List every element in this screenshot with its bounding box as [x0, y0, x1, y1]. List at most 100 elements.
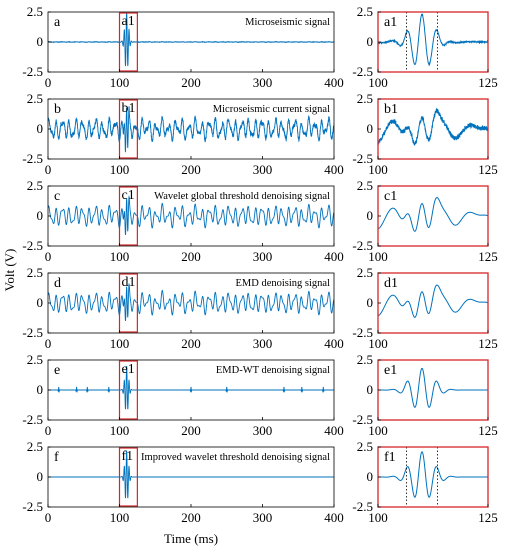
y-tick-label-a-0: -2.5	[22, 64, 43, 79]
y-tick-label-b1-1: 0	[367, 121, 374, 136]
y-tick-label-b-1: 0	[37, 121, 44, 136]
series-line-c	[48, 195, 334, 235]
x-tick-label-e-2: 200	[181, 423, 201, 438]
panel-label-b: b	[54, 102, 61, 117]
x-tick-label-a-3: 300	[253, 75, 273, 90]
highlight-box-f	[118, 447, 138, 507]
y-tick-label-c-0: -2.5	[22, 238, 43, 253]
y-tick-label-d1-1: 0	[367, 295, 374, 310]
panel-label-d: d	[54, 276, 61, 291]
highlight-box-b	[118, 99, 138, 159]
y-tick-label-c-1: 0	[37, 208, 44, 223]
panel-f1: -2.5 0 2.5 100 125 f1	[352, 439, 497, 525]
x-tick-label-b1-0: 100	[368, 162, 388, 177]
panel-c1: -2.5 0 2.5 100 125 c1	[352, 178, 497, 264]
y-tick-label-c1-2: 2.5	[357, 178, 373, 193]
x-tick-label-c1-0: 100	[368, 249, 388, 264]
x-tick-label-f-4: 400	[324, 510, 344, 525]
y-tick-label-a1-1: 0	[367, 34, 374, 49]
y-tick-label-a-1: 0	[37, 34, 44, 49]
series-line-c1	[378, 197, 488, 232]
x-tick-label-e-0: 0	[45, 423, 52, 438]
y-tick-label-d-0: -2.5	[22, 325, 43, 340]
series-line-a1	[378, 13, 488, 67]
y-tick-label-e-1: 0	[37, 382, 44, 397]
x-tick-label-c-3: 300	[253, 249, 273, 264]
x-tick-label-a-4: 400	[324, 75, 344, 90]
y-tick-label-b1-0: -2.5	[352, 151, 373, 166]
highlight-box-e	[118, 360, 138, 420]
y-tick-label-c1-0: -2.5	[352, 238, 373, 253]
y-tick-label-e1-2: 2.5	[357, 352, 373, 367]
panel-title-f: Improved wavelet threshold denoising sig…	[141, 452, 330, 463]
panel-label-b1: b1	[384, 102, 398, 117]
x-tick-label-c-0: 0	[45, 249, 52, 264]
x-tick-label-c1-1: 125	[478, 249, 498, 264]
y-tick-label-a1-2: 2.5	[357, 4, 373, 19]
panel-title-d: EMD denoising signal	[236, 278, 331, 289]
x-tick-label-a-2: 200	[181, 75, 201, 90]
y-tick-label-b-0: -2.5	[22, 151, 43, 166]
x-tick-label-e-1: 100	[110, 423, 130, 438]
y-tick-label-b-2: 2.5	[27, 91, 43, 106]
y-tick-label-e-0: -2.5	[22, 412, 43, 427]
panel-e1: -2.5 0 2.5 100 125 e1	[352, 352, 497, 438]
x-tick-label-f-0: 0	[45, 510, 52, 525]
y-tick-label-e-2: 2.5	[27, 352, 43, 367]
x-tick-label-a-1: 100	[110, 75, 130, 90]
x-tick-label-d1-0: 100	[368, 336, 388, 351]
x-tick-label-e-4: 400	[324, 423, 344, 438]
y-tick-label-f-1: 0	[37, 469, 44, 484]
x-tick-label-f-1: 100	[110, 510, 130, 525]
x-tick-label-c-2: 200	[181, 249, 201, 264]
series-line-d1	[378, 284, 488, 318]
series-line-f	[48, 450, 334, 499]
y-tick-label-d-1: 0	[37, 295, 44, 310]
highlight-label-e: e1	[122, 362, 135, 377]
x-axis-label: Time (ms)	[164, 531, 218, 546]
x-tick-label-f1-0: 100	[368, 510, 388, 525]
series-line-d	[48, 282, 334, 322]
y-tick-label-e1-1: 0	[367, 382, 374, 397]
highlight-label-a: a1	[122, 14, 135, 29]
series-line-e1	[378, 367, 488, 408]
y-tick-label-f1-1: 0	[367, 469, 374, 484]
x-tick-label-c-4: 400	[324, 249, 344, 264]
x-tick-label-d-4: 400	[324, 336, 344, 351]
x-tick-label-b-2: 200	[181, 162, 201, 177]
y-tick-label-a-2: 2.5	[27, 4, 43, 19]
x-tick-label-b-0: 0	[45, 162, 52, 177]
x-tick-label-a1-0: 100	[368, 75, 388, 90]
series-line-e	[48, 365, 334, 410]
x-tick-label-f1-1: 125	[478, 510, 498, 525]
x-tick-label-d-2: 200	[181, 336, 201, 351]
x-tick-label-b1-1: 125	[478, 162, 498, 177]
x-tick-label-e1-1: 125	[478, 423, 498, 438]
panel-title-a: Microseismic signal	[245, 17, 330, 28]
y-axis-label: Volt (V)	[2, 249, 17, 292]
x-tick-label-b-4: 400	[324, 162, 344, 177]
x-tick-label-a1-1: 125	[478, 75, 498, 90]
panel-label-d1: d1	[384, 276, 398, 291]
y-tick-label-f1-0: -2.5	[352, 499, 373, 514]
y-tick-label-f-2: 2.5	[27, 439, 43, 454]
panel-label-e1: e1	[384, 363, 397, 378]
highlight-box-d	[118, 273, 138, 333]
y-tick-label-d-2: 2.5	[27, 265, 43, 280]
y-tick-label-c-2: 2.5	[27, 178, 43, 193]
x-tick-label-d-0: 0	[45, 336, 52, 351]
series-line-b	[48, 106, 334, 153]
panel-label-a1: a1	[384, 15, 397, 30]
x-tick-label-f-2: 200	[181, 510, 201, 525]
panel-label-c: c	[54, 189, 60, 204]
panel-b1: -2.5 0 2.5 100 125 b1	[352, 91, 497, 177]
highlight-box-a	[118, 12, 138, 72]
y-tick-label-a1-0: -2.5	[352, 64, 373, 79]
panel-title-c: Wavelet global threshold denoising signa…	[154, 191, 330, 202]
